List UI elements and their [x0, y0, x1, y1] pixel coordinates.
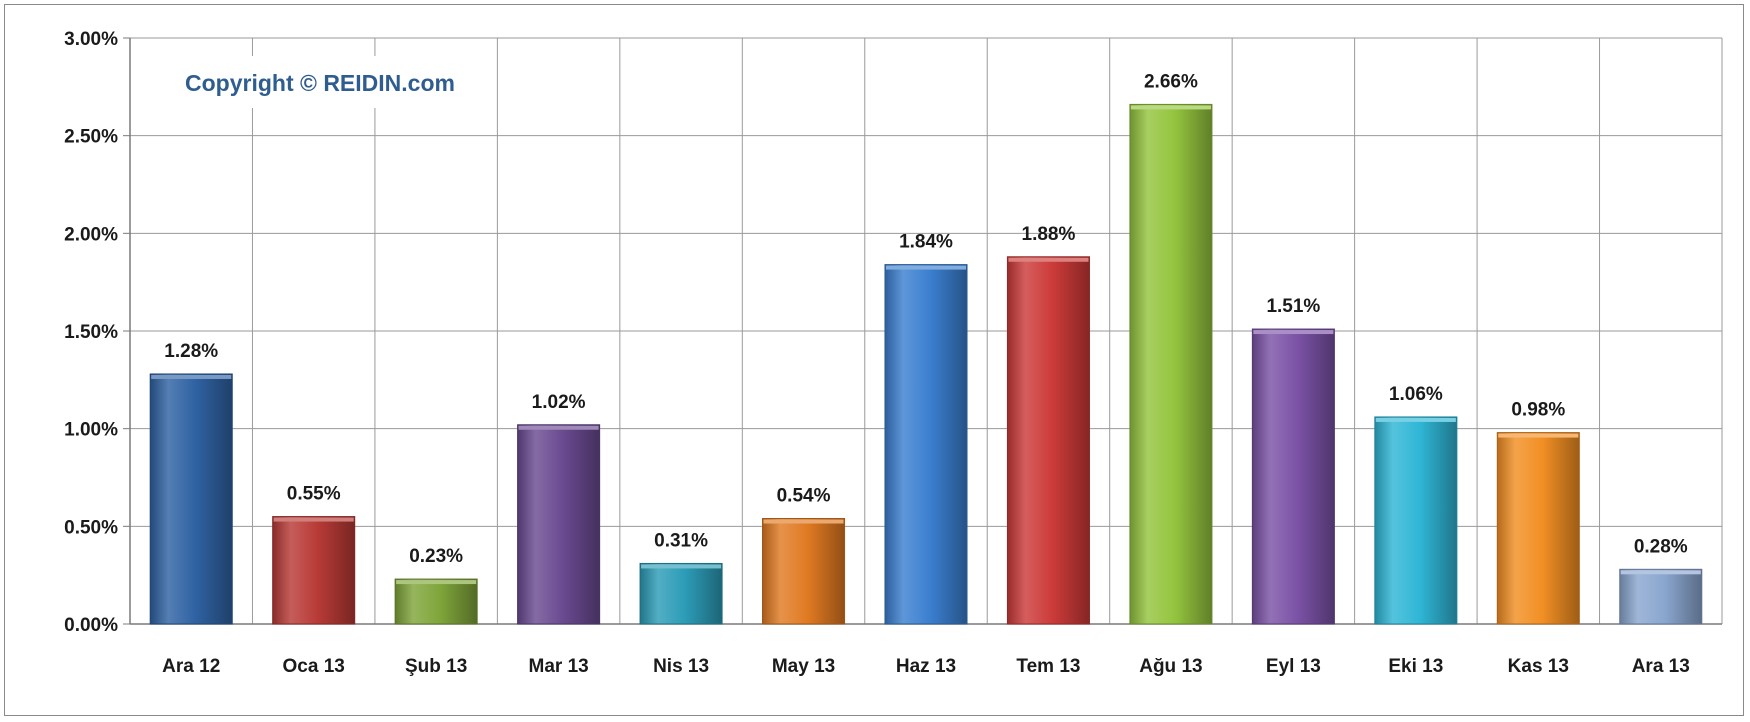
y-tick-label: 1.50%	[64, 322, 118, 343]
bar-top-highlight	[1130, 105, 1211, 110]
bars	[149, 103, 1703, 625]
y-tick-label: 2.50%	[64, 127, 118, 148]
x-tick-label: Ara 12	[162, 656, 220, 677]
x-tick-label: Şub 13	[405, 656, 467, 677]
copyright-text: Copyright © REIDIN.com	[185, 70, 455, 96]
bar	[1251, 328, 1335, 625]
bar	[639, 562, 723, 625]
data-label: 1.02%	[532, 392, 586, 413]
x-tick-label: Oca 13	[283, 656, 345, 677]
x-axis-ticks: Ara 12 Oca 13 Şub 13 Mar 13 Nis 13 May 13 Haz …	[162, 656, 1690, 677]
x-tick-label: Haz 13	[896, 656, 956, 677]
bar-top-highlight	[885, 265, 967, 270]
x-tick-label: Tem 13	[1016, 656, 1080, 677]
y-axis-ticks: 0.00% 0.50% 1.00% 1.50% 2.00% 2.50% 3.00%	[64, 29, 118, 636]
data-label: 0.54%	[777, 486, 831, 507]
bar	[1619, 568, 1703, 625]
data-label: 1.51%	[1266, 296, 1320, 317]
bar	[272, 516, 356, 625]
bar	[517, 424, 601, 625]
x-tick-label: May 13	[772, 656, 835, 677]
bar-top-highlight	[273, 517, 354, 522]
x-tick-label: Kas 13	[1508, 656, 1569, 677]
data-label: 1.88%	[1022, 224, 1076, 245]
data-label: 0.98%	[1511, 400, 1565, 421]
data-label: 2.66%	[1144, 71, 1198, 92]
data-label: 0.31%	[654, 530, 708, 551]
y-tick-label: 0.00%	[64, 615, 118, 636]
x-tick-label: Nis 13	[653, 656, 709, 677]
copyright-backdrop	[158, 56, 490, 108]
bar	[762, 518, 846, 625]
x-tick-label: Mar 13	[529, 656, 589, 677]
bar	[1496, 432, 1580, 625]
y-tick-label: 1.00%	[64, 420, 118, 441]
data-label: 0.55%	[287, 484, 341, 505]
x-tick-label: Ağu 13	[1139, 656, 1202, 677]
data-label: 0.23%	[409, 546, 463, 567]
bar	[1374, 416, 1458, 625]
bar-top-highlight	[396, 580, 477, 585]
x-tick-label: Eyl 13	[1266, 656, 1321, 677]
bar-top-highlight	[1008, 257, 1089, 262]
y-tick-label: 2.00%	[64, 224, 118, 245]
y-tick-label: 3.00%	[64, 29, 118, 50]
bar-top-highlight	[641, 564, 722, 569]
bar	[394, 578, 478, 625]
x-tick-label: Ara 13	[1632, 656, 1690, 677]
bar-top-highlight	[1620, 570, 1701, 575]
y-tick-label: 0.50%	[64, 517, 118, 538]
bar	[1129, 103, 1213, 625]
bar	[149, 373, 233, 625]
bar	[1006, 256, 1090, 625]
copyright-annotation-group: Copyright © REIDIN.com	[158, 56, 490, 108]
bar-top-highlight	[518, 425, 599, 430]
bar-top-highlight	[763, 519, 844, 524]
bar-top-highlight	[1375, 417, 1456, 422]
x-tick-label: Eki 13	[1388, 656, 1443, 677]
data-labels: 1.28% 0.55% 0.23% 1.02% 0.31% 0.54% 1.84% 1.88%…	[164, 71, 1688, 567]
bar-top-highlight	[1498, 433, 1579, 438]
bar-top-highlight	[151, 374, 232, 379]
data-label: 1.84%	[899, 232, 953, 253]
data-label: 0.28%	[1634, 536, 1688, 557]
bar	[884, 264, 968, 625]
bar-top-highlight	[1253, 330, 1334, 335]
data-label: 1.06%	[1389, 384, 1443, 405]
data-label: 1.28%	[164, 341, 218, 362]
